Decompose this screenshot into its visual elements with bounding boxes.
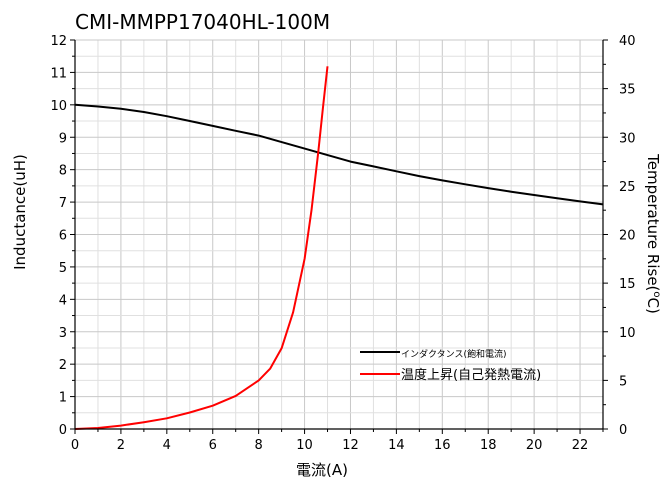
y-left-axis-title: Inductance(uH) <box>11 154 29 270</box>
y-right-tick-label: 0 <box>619 423 627 438</box>
y-left-tick-label: 10 <box>50 99 67 114</box>
x-tick-label: 2 <box>117 438 125 453</box>
legend-label-inductance: インダクタンス(飽和電流) <box>401 348 506 360</box>
x-tick-label: 12 <box>342 438 359 453</box>
y-right-tick-label: 35 <box>619 83 636 98</box>
y-left-tick-label: 12 <box>50 34 67 49</box>
x-tick-label: 22 <box>572 438 589 453</box>
y-left-tick-label: 0 <box>59 423 67 438</box>
x-tick-label: 20 <box>526 438 543 453</box>
series-line-inductance <box>74 103 604 206</box>
y-left-tick-label: 6 <box>59 229 67 244</box>
y-right-tick-label: 20 <box>619 229 636 244</box>
labels: CMI-MMPP17040HL-100M 電流(A) Inductance(uH… <box>11 10 662 479</box>
y-right-tick-label: 25 <box>619 180 636 195</box>
x-tick-label: 4 <box>163 438 171 453</box>
y-left-tick-label: 7 <box>59 196 67 211</box>
y-left-tick-label: 4 <box>59 293 67 308</box>
y-left-tick-label: 1 <box>59 391 67 406</box>
series-layer <box>74 66 604 430</box>
y-right-axis-title-degree: o <box>651 291 662 297</box>
y-left-tick-label: 3 <box>59 326 67 341</box>
chart-title: CMI-MMPP17040HL-100M <box>75 10 330 34</box>
x-tick-label: 18 <box>480 438 497 453</box>
y-left-tick-label: 8 <box>59 164 67 179</box>
y-right-tick-label: 15 <box>619 277 636 292</box>
y-right-axis-title-main: Temperature Rise( <box>644 153 662 291</box>
x-axis-title: 電流(A) <box>296 461 348 479</box>
legend: インダクタンス(飽和電流) 温度上昇(自己発熱電流) <box>360 348 541 383</box>
y-right-axis-title: Temperature Rise(oC) <box>644 153 662 314</box>
x-tick-label: 16 <box>434 438 451 453</box>
x-tick-label: 6 <box>209 438 217 453</box>
y-left-tick-label: 9 <box>59 131 67 146</box>
y-left-tick-label: 5 <box>59 261 67 276</box>
x-tick-label: 14 <box>388 438 405 453</box>
y-right-tick-label: 5 <box>619 374 627 389</box>
x-tick-label: 8 <box>255 438 263 453</box>
series-line-temperature <box>74 66 329 430</box>
x-tick-label: 0 <box>71 438 79 453</box>
y-right-axis-title-unit: C) <box>644 298 662 314</box>
y-left-tick-label: 11 <box>50 66 67 81</box>
y-right-tick-label: 10 <box>619 326 636 341</box>
x-tick-label: 10 <box>296 438 313 453</box>
y-left-tick-label: 2 <box>59 358 67 373</box>
axes: 0 2 4 6 8 10 12 14 16 18 20 22012345678910111205101… <box>50 34 635 453</box>
y-right-tick-label: 30 <box>619 131 636 146</box>
y-right-tick-label: 40 <box>619 34 636 49</box>
legend-label-temperature: 温度上昇(自己発熱電流) <box>401 367 541 383</box>
